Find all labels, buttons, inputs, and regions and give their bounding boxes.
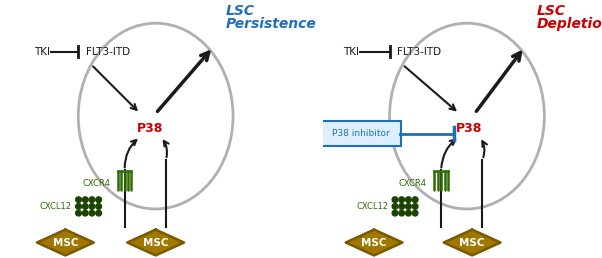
Circle shape [76, 204, 81, 209]
Circle shape [76, 210, 81, 216]
Polygon shape [346, 230, 403, 255]
Text: CXCR4: CXCR4 [82, 179, 111, 188]
Circle shape [76, 197, 81, 203]
Circle shape [89, 210, 95, 216]
Circle shape [399, 204, 405, 209]
Circle shape [406, 210, 411, 216]
Text: CXCL12: CXCL12 [356, 202, 388, 211]
Circle shape [89, 204, 95, 209]
Circle shape [392, 197, 398, 203]
Circle shape [96, 210, 102, 216]
Circle shape [82, 210, 88, 216]
Text: P38: P38 [456, 123, 483, 135]
Circle shape [89, 197, 95, 203]
Text: LSC: LSC [225, 4, 254, 18]
Polygon shape [37, 230, 94, 255]
Polygon shape [127, 230, 184, 255]
Circle shape [399, 210, 405, 216]
Text: P38: P38 [137, 123, 164, 135]
Text: LSC: LSC [536, 4, 566, 18]
Text: TKI: TKI [343, 47, 359, 57]
Text: CXCL12: CXCL12 [40, 202, 72, 211]
Text: P38 inhibitor: P38 inhibitor [332, 129, 390, 138]
Text: Depletion: Depletion [536, 17, 602, 30]
Circle shape [406, 197, 411, 203]
Circle shape [82, 197, 88, 203]
Circle shape [96, 197, 102, 203]
FancyBboxPatch shape [321, 121, 401, 146]
Circle shape [412, 210, 418, 216]
Text: FLT3-ITD: FLT3-ITD [86, 47, 130, 57]
Circle shape [412, 204, 418, 209]
Circle shape [96, 204, 102, 209]
Polygon shape [444, 230, 500, 255]
Text: Persistence: Persistence [225, 17, 316, 30]
Text: MSC: MSC [361, 238, 387, 247]
Circle shape [392, 210, 398, 216]
Circle shape [399, 197, 405, 203]
Text: FLT3-ITD: FLT3-ITD [397, 47, 441, 57]
Text: MSC: MSC [459, 238, 485, 247]
Circle shape [392, 204, 398, 209]
Circle shape [412, 197, 418, 203]
Text: MSC: MSC [52, 238, 78, 247]
Text: MSC: MSC [143, 238, 169, 247]
Text: CXCR4: CXCR4 [399, 179, 427, 188]
Circle shape [406, 204, 411, 209]
Text: TKI: TKI [34, 47, 51, 57]
Circle shape [82, 204, 88, 209]
